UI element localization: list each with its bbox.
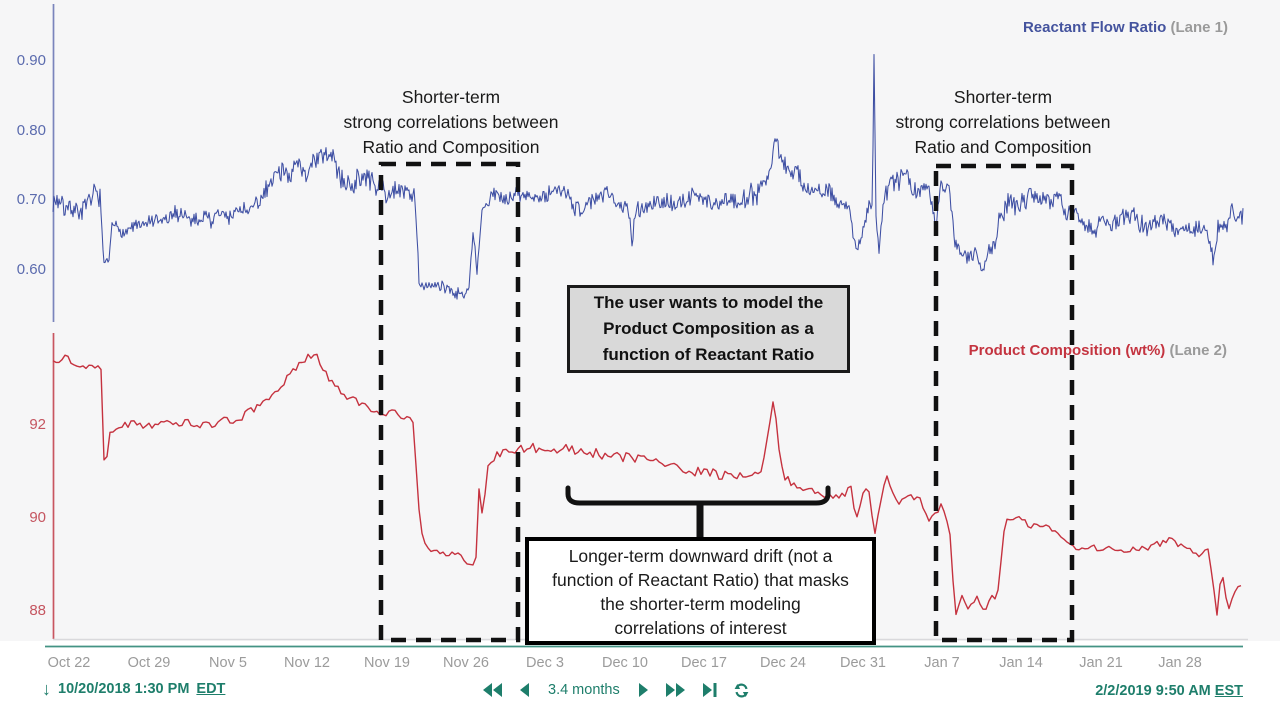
fast-forward-button[interactable] bbox=[665, 683, 686, 697]
annotation-shorter-term-right: Shorter-term strong correlations between… bbox=[838, 85, 1168, 160]
annotation-line: The user wants to model the bbox=[593, 293, 824, 312]
lane2-ytick: 92 bbox=[29, 416, 46, 433]
highlight-region-2 bbox=[933, 163, 1075, 643]
lane2-ytick: 88 bbox=[29, 602, 46, 619]
lane1-ytick: 0.60 bbox=[16, 260, 46, 278]
x-axis-date-label: Dec 24 bbox=[760, 655, 806, 671]
annotation-drift-box: Longer-term downward drift (not a functi… bbox=[525, 537, 876, 645]
annotation-line: correlations of interest bbox=[614, 618, 787, 638]
annotation-line: strong correlations between bbox=[343, 112, 559, 132]
skip-to-end-icon bbox=[702, 683, 717, 697]
annotation-line: Shorter-term bbox=[401, 87, 501, 107]
x-axis-date-label: Dec 3 bbox=[526, 655, 564, 671]
lane2-label: Product Composition (wt%) (Lane 2) bbox=[969, 342, 1227, 359]
lane1-tag: (Lane 1) bbox=[1170, 19, 1228, 36]
x-axis-date-label: Nov 5 bbox=[209, 655, 247, 671]
skip-to-end-button[interactable] bbox=[702, 683, 717, 697]
x-axis-date-label: Oct 22 bbox=[47, 655, 91, 671]
duration-label[interactable]: 3.4 months bbox=[548, 682, 620, 698]
lane1-ytick: 0.70 bbox=[16, 191, 46, 208]
annotation-line: strong correlations between bbox=[895, 112, 1111, 132]
fast-forward-icon bbox=[665, 683, 685, 697]
step-backward-icon bbox=[520, 683, 529, 697]
highlight-region-1 bbox=[378, 161, 521, 643]
x-axis-date-label: Dec 17 bbox=[681, 655, 727, 671]
x-axis-date-label: Jan 21 bbox=[1079, 655, 1123, 671]
step-backward-button[interactable] bbox=[519, 683, 530, 697]
range-end-timezone-link[interactable]: EST bbox=[1214, 683, 1243, 699]
x-axis-date-label: Jan 14 bbox=[999, 655, 1043, 671]
annotation-line: Product Composition as a bbox=[603, 319, 814, 338]
annotation-line: function of Reactant Ratio bbox=[602, 345, 815, 364]
lane1-series-name: Reactant Flow Ratio bbox=[1022, 19, 1167, 36]
x-axis-date-label: Dec 31 bbox=[840, 655, 886, 671]
range-start-timezone-link[interactable]: EDT bbox=[196, 681, 226, 697]
annotation-line: function of Reactant Ratio) that masks bbox=[552, 570, 849, 590]
x-axis-date-label: Nov 26 bbox=[443, 655, 489, 671]
range-end-timestamp[interactable]: 2/2/2019 9:50 AM bbox=[1095, 683, 1211, 699]
display-range-start: ↓ 10/20/2018 1:30 PM EDT bbox=[42, 679, 226, 699]
x-axis-date-label: Nov 12 bbox=[284, 655, 330, 671]
x-axis-date-label: Jan 7 bbox=[924, 655, 960, 671]
annotation-line: Ratio and Composition bbox=[362, 137, 540, 157]
lane1-label: Reactant Flow Ratio (Lane 1) bbox=[1023, 19, 1228, 36]
annotation-shorter-term-left: Shorter-term strong correlations between… bbox=[286, 85, 616, 160]
skip-to-start-icon bbox=[483, 683, 502, 697]
annotation-line: Ratio and Composition bbox=[914, 137, 1092, 157]
lane1-ytick: 0.90 bbox=[16, 52, 46, 69]
lane2-tag: (Lane 2) bbox=[1169, 342, 1227, 359]
display-range-end: 2/2/2019 9:50 AM EST bbox=[1095, 683, 1243, 699]
auto-update-button[interactable] bbox=[733, 682, 750, 699]
step-forward-icon bbox=[638, 683, 648, 697]
auto-update-icon bbox=[734, 683, 749, 697]
skip-to-start-button[interactable] bbox=[482, 683, 503, 697]
x-axis-date-label: Nov 19 bbox=[364, 655, 410, 671]
lane2-series-name: Product Composition (wt%) bbox=[968, 342, 1166, 359]
download-arrow-icon: ↓ bbox=[42, 679, 51, 699]
lane2-ytick: 90 bbox=[29, 509, 46, 526]
annotation-line: Longer-term downward drift (not a bbox=[568, 546, 833, 566]
step-forward-button[interactable] bbox=[638, 683, 649, 697]
trend-playback-controls: 3.4 months bbox=[482, 679, 750, 701]
annotation-line: the shorter-term modeling bbox=[600, 594, 801, 614]
x-axis-date-label: Oct 29 bbox=[127, 655, 171, 671]
x-axis-date-label: Dec 10 bbox=[602, 655, 648, 671]
lane1-ytick: 0.80 bbox=[16, 121, 46, 139]
annotation-model-goal-box: The user wants to model the Product Comp… bbox=[567, 285, 850, 373]
annotation-line: Shorter-term bbox=[953, 87, 1053, 107]
range-start-timestamp[interactable]: 10/20/2018 1:30 PM bbox=[58, 681, 190, 697]
x-axis-date-label: Jan 28 bbox=[1158, 655, 1202, 671]
